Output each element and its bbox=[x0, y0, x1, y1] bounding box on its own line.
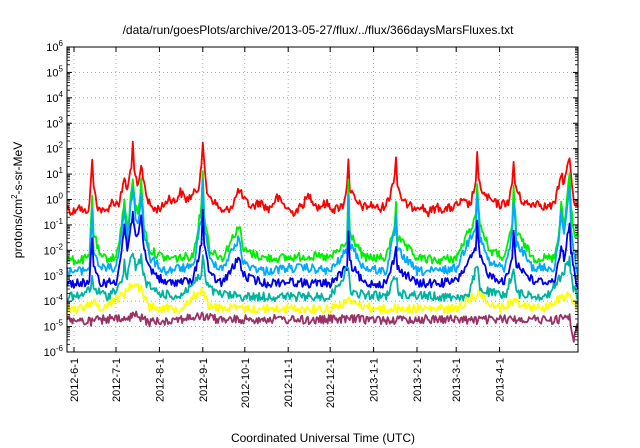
x-tick-label: 2012-7-1 bbox=[111, 358, 123, 402]
x-tick-label: 2013-3-1 bbox=[451, 358, 463, 402]
y-tick-label: 10-2 bbox=[44, 242, 64, 257]
flux-series-4 bbox=[66, 208, 579, 290]
y-tick-labels: 10-6 10-5 10-4 10-3 10-2 10-1 100 101 102 103 104 1… bbox=[44, 39, 64, 359]
y-tick-label: 10-4 bbox=[44, 293, 64, 308]
y-axis-label: protons/cm2-s-sr-MeV bbox=[10, 142, 25, 258]
y-tick-label: 103 bbox=[46, 115, 63, 130]
x-tick-label: 2013-1-1 bbox=[369, 358, 381, 402]
x-tick-labels: 2012-6-1 2012-7-1 2012-8-1 2012-9-1 2012-10-… bbox=[69, 358, 507, 408]
x-axis-label: Coordinated Universal Time (UTC) bbox=[231, 431, 415, 445]
y-tick-label: 10-3 bbox=[44, 268, 64, 283]
data-series bbox=[66, 140, 579, 343]
flux-series-6 bbox=[66, 282, 579, 315]
x-tick-label: 2012-8-1 bbox=[154, 358, 166, 402]
y-tick-label: 10-1 bbox=[44, 217, 64, 232]
x-tick-label: 2013-2-1 bbox=[412, 358, 424, 402]
x-tick-label: 2012-6-1 bbox=[69, 358, 81, 402]
y-tick-label: 101 bbox=[46, 166, 63, 181]
y-tick-label: 104 bbox=[46, 90, 63, 105]
x-tick-label: 2012-10-1 bbox=[240, 358, 252, 408]
flux-series-2 bbox=[66, 170, 579, 266]
chart-title: /data/run/goesPlots/archive/2013-05-27/f… bbox=[123, 23, 515, 37]
x-tick-label: 2013-4-1 bbox=[495, 358, 507, 402]
x-tick-label: 2012-9-1 bbox=[198, 358, 210, 402]
flux-series-1 bbox=[66, 140, 579, 218]
y-tick-label: 10-6 bbox=[44, 344, 64, 359]
x-tick-label: 2012-11-1 bbox=[283, 358, 295, 407]
flux-series-5 bbox=[66, 252, 579, 303]
x-tick-label: 2012-12-1 bbox=[325, 358, 337, 408]
y-tick-label: 105 bbox=[46, 64, 63, 79]
y-tick-label: 10-5 bbox=[44, 319, 64, 334]
y-tick-label: 102 bbox=[46, 141, 63, 156]
axis-ticks bbox=[67, 46, 578, 353]
y-tick-label: 100 bbox=[46, 192, 63, 207]
y-tick-label: 106 bbox=[46, 39, 63, 54]
flux-series-3 bbox=[66, 178, 579, 277]
flux-series-7 bbox=[66, 310, 579, 343]
